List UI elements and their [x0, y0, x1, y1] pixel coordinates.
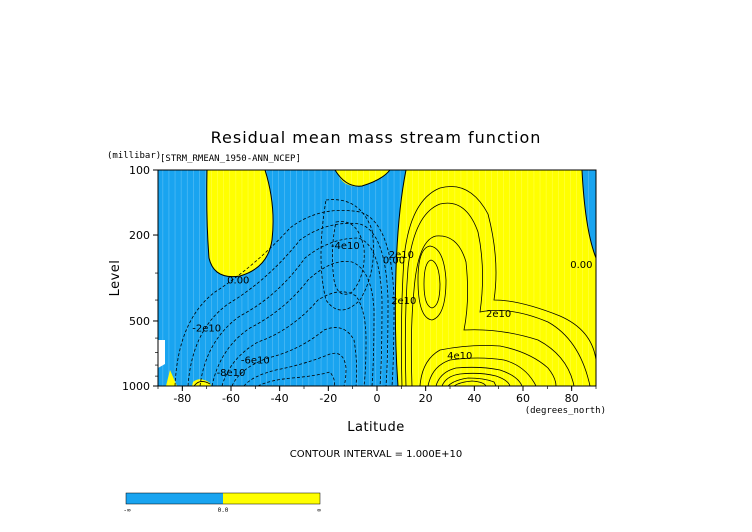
y-tick-label: 100: [129, 164, 150, 177]
contour-neg-2e10: [174, 209, 395, 386]
positive-region-sh-surface: [166, 370, 177, 386]
y-axis-ticks: 100 200 500 1000: [122, 164, 158, 393]
colorbar-negative-swatch: [126, 493, 223, 504]
contour-label: -6e10: [241, 356, 270, 367]
contour-pos-upper-cell-b: [423, 259, 441, 309]
x-tick-label: -60: [222, 392, 240, 405]
contour-zero-equator: [394, 170, 407, 386]
missing-data-patch: [158, 340, 165, 368]
colorbar-frame: [125, 492, 321, 505]
contour-interval-note: CONTOUR INTERVAL = 1.000E+10: [290, 449, 462, 460]
positive-region-sh-surface-2: [192, 379, 211, 386]
y-units: (millibar): [107, 151, 161, 161]
positive-region-sh-upper: [206, 170, 274, 277]
contour-pos-8e10: [447, 377, 497, 386]
contour-neg-8e10: [243, 352, 347, 386]
x-axis-ticks: -80 -60 -40 -20 0 20 40 60 80: [157, 386, 597, 405]
contour-neg-7e10: [231, 327, 358, 386]
contour-label: 0.00: [570, 260, 592, 271]
x-units: (degrees_north): [525, 406, 606, 416]
contour-labels: 0.00-4e10-2e10-6e10-8e100.002e102e102e10…: [192, 241, 592, 379]
contour-pos-5e10: [427, 357, 537, 386]
contour-pos-1e10: [400, 186, 596, 386]
plot-area: 0.00-4e10-2e10-6e10-8e100.002e102e102e10…: [158, 170, 596, 386]
contour-pos-9e10: [453, 380, 487, 386]
contour-label: 2e10: [391, 296, 416, 307]
x-tick-label: -80: [173, 392, 191, 405]
contour-pos-6e10: [435, 366, 523, 386]
contour-pos-4e10: [419, 345, 557, 386]
y-tick-label: 500: [129, 315, 150, 328]
chart-title: Residual mean mass stream function: [211, 128, 542, 147]
contour-label: 2e10: [389, 250, 414, 261]
contour-pos-2e10: [404, 202, 591, 386]
contour-pos-sh-surface: [193, 381, 211, 386]
contour-label: -8e10: [217, 368, 246, 379]
positive-region-top-notch: [335, 170, 390, 187]
contour-zero-sh: [206, 170, 274, 278]
contour-label: 2e10: [486, 309, 511, 320]
contour-neg-5e10: [211, 261, 375, 386]
colorbar-label-max: ∞: [317, 507, 321, 514]
x-tick-label: 80: [565, 392, 579, 405]
x-tick-label: 60: [516, 392, 530, 405]
contour-label: -2e10: [192, 323, 221, 334]
x-axis-label: Latitude: [347, 420, 405, 435]
contour-neg-9e10: [257, 371, 335, 386]
contour-label: -4e10: [331, 241, 360, 252]
contour-neg-upper-cell-1: [320, 199, 374, 311]
x-tick-label: -20: [319, 392, 337, 405]
data-grid-lines: [162, 170, 589, 386]
contour-pos-upper-cell-a: [417, 245, 447, 321]
contour-neg-4e10: [199, 237, 383, 386]
x-tick-label: 0: [374, 392, 381, 405]
x-tick-label: 20: [419, 392, 433, 405]
x-tick-label: -40: [271, 392, 289, 405]
negative-contours: [174, 199, 395, 386]
contour-label: 0.00: [383, 256, 405, 267]
y-tick-label: 200: [129, 229, 150, 242]
colorbar-positive-swatch: [223, 493, 320, 504]
colorbar-label-zero: 0.0: [218, 507, 229, 514]
contour-pos-7e10: [441, 372, 511, 386]
colorbar-label-min: -∞: [123, 507, 131, 514]
contour-zero-top: [334, 170, 391, 187]
contour-neg-6e10: [221, 291, 367, 386]
contour-label: 4e10: [447, 351, 472, 362]
colorbar: -∞ 0.0 ∞: [123, 492, 321, 514]
contour-label: 0.00: [227, 276, 249, 287]
chart-subtitle: [STRM_RMEAN_1950-ANN_NCEP]: [160, 154, 301, 164]
y-axis-label: Level: [108, 260, 123, 297]
positive-contours: [193, 186, 596, 386]
zero-contours: [206, 170, 596, 386]
contour-zero-nh-pole: [581, 170, 596, 259]
y-tick-label: 1000: [122, 380, 150, 393]
x-tick-label: 40: [467, 392, 481, 405]
contour-pos-3e10: [410, 235, 575, 386]
contour-neg-upper-cell-2: [332, 221, 365, 295]
